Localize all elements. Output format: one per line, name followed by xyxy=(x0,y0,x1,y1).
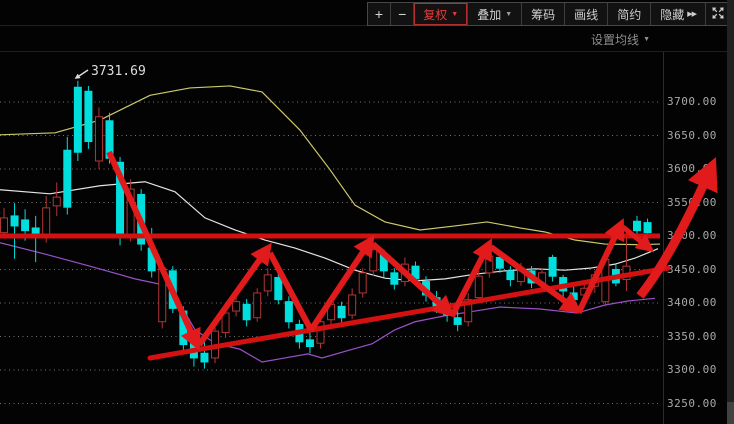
ma-settings-label: 设置均线 xyxy=(591,33,640,47)
trend-arrow xyxy=(636,157,718,299)
double-arrow-right-icon: ▶▶ xyxy=(687,11,697,18)
candle-down xyxy=(73,86,82,153)
chevron-down-icon: ▼ xyxy=(643,36,650,43)
candle-down xyxy=(10,215,19,227)
candle-up xyxy=(253,292,262,319)
candle-up xyxy=(474,275,483,299)
candle-down xyxy=(242,303,251,321)
chips-button[interactable]: 筹码 xyxy=(521,3,565,25)
trend-arrow xyxy=(576,218,625,314)
chevron-down-icon: ▼ xyxy=(451,10,459,18)
candle-up xyxy=(485,255,494,274)
support-trendline xyxy=(147,265,671,361)
candle-down xyxy=(548,256,557,277)
candle-up xyxy=(464,299,473,323)
candle-down xyxy=(21,219,30,232)
upper-band-line xyxy=(0,85,661,246)
chevron-down-icon: ▼ xyxy=(505,10,513,18)
candle-up xyxy=(263,274,272,292)
hide-toolbar-button[interactable]: 隐藏 ▶▶ xyxy=(650,3,705,25)
candle-down xyxy=(506,270,515,281)
candle-down xyxy=(274,277,283,301)
trend-arrow xyxy=(267,251,314,332)
scrollbar-thumb[interactable] xyxy=(727,402,734,424)
chart-toolbar: + − 复权 ▼ 叠加 ▼ 筹码 画线 简约 隐藏 ▶▶ xyxy=(366,2,731,26)
zoom-in-button[interactable]: + xyxy=(367,3,391,25)
trend-arrow xyxy=(308,234,375,332)
candle-down xyxy=(453,317,462,325)
candle-down xyxy=(390,272,399,285)
peak-pointer-arrow-icon xyxy=(74,69,89,79)
candle-up xyxy=(0,217,8,234)
expand-icon xyxy=(710,5,726,24)
scrollbar-track[interactable] xyxy=(727,0,734,424)
trend-arrow xyxy=(106,150,201,351)
axis-separator xyxy=(663,52,664,424)
hide-label: 隐藏 xyxy=(660,7,685,22)
drawn-annotations xyxy=(0,150,718,361)
candle-up xyxy=(369,248,378,272)
candle-down xyxy=(643,222,652,234)
middle-band-line xyxy=(0,181,659,282)
trend-arrow xyxy=(489,244,583,314)
candle-up xyxy=(221,312,230,333)
candle-down xyxy=(84,90,93,143)
trend-arrow xyxy=(449,238,492,318)
candle-down xyxy=(63,149,72,208)
zoom-out-button[interactable]: − xyxy=(390,3,414,25)
trend-arrow xyxy=(196,242,272,347)
simple-mode-button[interactable]: 简约 xyxy=(607,3,651,25)
adjust-price-button[interactable]: 复权 ▼ xyxy=(413,3,468,25)
candle-up xyxy=(358,272,367,294)
fullscreen-button[interactable] xyxy=(705,3,730,25)
candle-up xyxy=(316,321,325,344)
trend-arrow xyxy=(370,241,455,318)
settings-divider xyxy=(0,51,734,52)
candle-down xyxy=(569,292,578,301)
overlay-button[interactable]: 叠加 ▼ xyxy=(467,3,522,25)
candle-up xyxy=(232,301,241,312)
candle-down xyxy=(305,339,314,348)
candle-down xyxy=(633,220,641,232)
trend-arrow xyxy=(621,225,655,253)
candle-up xyxy=(52,196,61,207)
peak-price-label: 3731.69 xyxy=(91,64,146,79)
draw-line-button[interactable]: 画线 xyxy=(564,3,608,25)
candle-down xyxy=(200,352,209,363)
peak-annotation: 3731.69 xyxy=(74,64,146,79)
candle-down xyxy=(495,256,504,269)
candle-up xyxy=(42,207,51,237)
candle-up xyxy=(94,116,103,162)
candle-down xyxy=(337,305,346,319)
candle-up xyxy=(348,294,357,316)
candle-down xyxy=(284,301,293,323)
adjust-price-label: 复权 xyxy=(423,7,448,22)
overlay-label: 叠加 xyxy=(477,7,502,22)
ma-settings-dropdown[interactable]: 设置均线 ▼ xyxy=(591,31,650,48)
